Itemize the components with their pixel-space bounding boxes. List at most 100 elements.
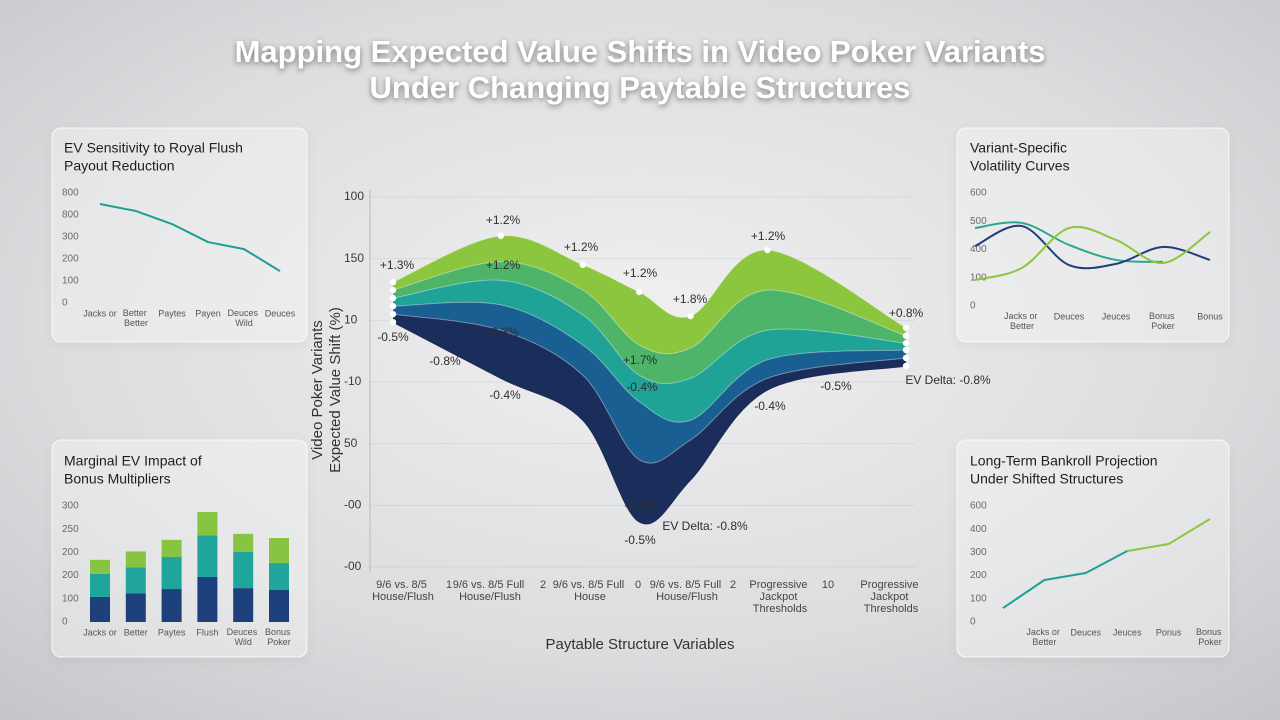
x-tick-label: Bonus Poker bbox=[1196, 627, 1224, 647]
panel bbox=[51, 127, 308, 343]
data-point bbox=[902, 339, 910, 347]
panel bbox=[956, 439, 1230, 658]
data-point bbox=[687, 312, 694, 320]
annotation: -0.5% bbox=[624, 498, 656, 512]
data-point bbox=[902, 354, 910, 362]
y-tick-label: 100 bbox=[970, 272, 987, 283]
data-point bbox=[902, 362, 910, 370]
panel-title: EV Sensitivity to Royal Flush bbox=[64, 140, 243, 156]
bar-segment bbox=[125, 593, 146, 622]
label-line: Jacks or bbox=[1026, 627, 1062, 637]
label-line: House/Flush bbox=[459, 591, 521, 603]
bar-segment bbox=[269, 589, 289, 622]
x-tick-label: Deuces bbox=[265, 308, 296, 318]
label-line: Poker bbox=[267, 637, 291, 647]
x-tick-label: 0 bbox=[635, 579, 641, 591]
annotation: -0.3% bbox=[487, 325, 519, 339]
bar-segment bbox=[269, 538, 289, 564]
y-tick-label: 10 bbox=[344, 313, 358, 327]
data-point bbox=[389, 294, 397, 302]
y-tick-label: 800 bbox=[62, 188, 79, 199]
y-tick-label: 0 bbox=[970, 617, 976, 628]
label-line: House/Flush bbox=[372, 591, 434, 603]
stream-band bbox=[393, 314, 906, 524]
bar-segment bbox=[197, 535, 218, 577]
annotation: -0.4% bbox=[754, 399, 786, 413]
bar-segment bbox=[125, 567, 146, 594]
label-line: 9/6 vs. 8/5 Full bbox=[453, 579, 528, 591]
y-tick-label: 200 bbox=[62, 254, 79, 265]
x-tick-label: 9/6 vs. 8/5 Full House bbox=[553, 579, 628, 603]
data-point bbox=[389, 278, 397, 286]
line bbox=[974, 225, 1211, 281]
annotation: +1.7% bbox=[623, 353, 658, 367]
x-tick-label: 9/6 vs. 8/5 House/Flush bbox=[372, 579, 434, 603]
x-tick-label: Jacks or Better bbox=[1004, 311, 1040, 331]
bar-segment bbox=[233, 588, 254, 622]
label-line: 9/6 vs. 8/5 bbox=[376, 579, 430, 591]
x-tick-label: Jacks or Better bbox=[1026, 627, 1062, 647]
stream-line bbox=[392, 301, 907, 423]
label-line: Bonus bbox=[265, 627, 293, 637]
y-tick-label: 500 bbox=[970, 216, 987, 227]
label-line: Jackpot bbox=[760, 591, 801, 603]
line bbox=[974, 224, 1211, 270]
panel-title: Bonus Multipliers bbox=[64, 471, 171, 487]
annotation: -0.5% bbox=[820, 379, 852, 393]
x-tick-label: Paytes bbox=[158, 627, 186, 637]
line bbox=[99, 203, 281, 272]
annotation: +1.2% bbox=[623, 266, 658, 280]
data-point bbox=[764, 246, 771, 254]
y-axis-title: Expected Value Shift (%) bbox=[327, 307, 344, 473]
x-tick-label: Deuces Wild bbox=[227, 308, 260, 328]
annotation: +1.8% bbox=[673, 292, 708, 306]
data-point bbox=[497, 232, 504, 240]
x-tick-label: Progressive Jackpot Thresholds bbox=[860, 579, 921, 615]
label-line: Bonus bbox=[1149, 311, 1177, 321]
x-tick-label: Bonus Poker bbox=[1149, 311, 1177, 331]
x-tick-label: Jeuces bbox=[1113, 627, 1142, 637]
label-line: Wild bbox=[234, 637, 252, 647]
x-tick-label: Flush bbox=[196, 627, 218, 637]
y-tick-label: 300 bbox=[970, 547, 987, 558]
data-point bbox=[389, 318, 397, 326]
data-point bbox=[579, 261, 587, 269]
label-line: Thresholds bbox=[864, 603, 919, 615]
annotation: +0.8% bbox=[889, 306, 924, 320]
y-tick-label: 600 bbox=[970, 188, 987, 199]
title-line: Under Changing Paytable Structures bbox=[370, 70, 911, 105]
y-tick-label: -00 bbox=[344, 498, 362, 512]
label-line: Better bbox=[1010, 321, 1034, 331]
stream-line bbox=[392, 313, 907, 464]
data-point bbox=[902, 332, 910, 339]
x-tick-label: Deuces bbox=[1071, 627, 1102, 637]
data-point bbox=[902, 324, 910, 331]
y-tick-label: 400 bbox=[970, 524, 987, 535]
y-tick-label: 200 bbox=[62, 547, 79, 558]
bar-segment bbox=[90, 573, 110, 597]
y-tick-label: 200 bbox=[970, 570, 987, 581]
x-tick-label: Deuces Wild bbox=[227, 627, 260, 647]
x-axis-title: Paytable Structure Variables bbox=[546, 636, 735, 653]
x-tick-label: Ponus bbox=[1156, 627, 1182, 637]
y-tick-label: 100 bbox=[62, 593, 79, 604]
bar-segment bbox=[233, 533, 254, 552]
annotation: -0.4% bbox=[489, 388, 521, 402]
label-line: Better bbox=[124, 318, 148, 328]
x-tick-label: Bonus bbox=[1197, 311, 1223, 321]
data-point bbox=[902, 346, 910, 354]
bar-segment bbox=[197, 576, 218, 622]
label-line: Jackpot bbox=[871, 591, 912, 603]
stream-line bbox=[392, 279, 907, 385]
panel-title: Variant-Specific bbox=[970, 140, 1067, 156]
y-tick-label: 300 bbox=[62, 501, 79, 512]
y-tick-label: 100 bbox=[970, 593, 987, 604]
x-tick-label: 2 bbox=[730, 579, 736, 591]
label-line: Poker bbox=[1198, 637, 1222, 647]
bar-segment bbox=[90, 559, 110, 574]
bar-segment bbox=[197, 512, 218, 536]
stream-band bbox=[393, 279, 906, 423]
stream-band bbox=[393, 235, 906, 354]
bar-segment bbox=[161, 557, 182, 590]
